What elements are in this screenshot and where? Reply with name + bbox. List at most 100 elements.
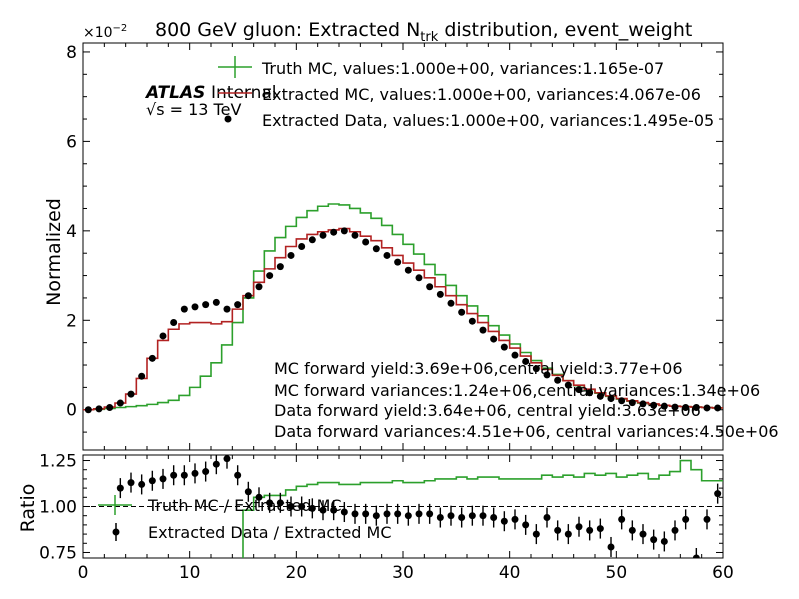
ratio-point-data-over-mc [287,503,295,510]
ratio-point-data-over-mc [490,514,498,522]
ratio-point-data-over-mc [586,526,594,534]
ratio-point-data-over-mc [351,510,359,518]
ratio-point-data-over-mc [671,526,679,534]
ratio-point-data-over-mc [436,514,444,522]
data-point-extracted-data [564,381,572,389]
legend-entry-extracted-mc: Extracted MC, values:1.000e+00, variance… [218,85,701,104]
data-point-extracted-data [607,395,615,403]
data-point-extracted-data [138,372,146,380]
data-point-extracted-data [244,292,252,300]
data-point-extracted-data [372,245,380,253]
ratio-point-data-over-mc [554,526,562,534]
ratio-point-data-over-mc [415,510,423,518]
data-point-extracted-data [415,274,423,282]
ratio-y-tick-label: 0.75 [39,543,77,563]
ratio-point-data-over-mc [682,515,690,523]
data-point-extracted-data [84,406,92,414]
data-point-extracted-data [180,305,188,313]
data-point-extracted-data [692,404,700,412]
data-point-extracted-data [404,266,412,274]
data-point-extracted-data [298,243,306,250]
data-point-extracted-data [522,357,530,365]
annotation-mc-variances: MC forward variances:1.24e+06,central va… [274,381,760,400]
ratio-point-data-over-mc [234,471,242,479]
ratio-point-data-over-mc [618,515,626,523]
x-tick-label: 60 [712,563,734,583]
ratio-point-data-over-mc [650,536,658,544]
x-tick-label: 50 [606,563,628,583]
data-point-extracted-data [351,231,359,239]
legend-label-truth-mc: Truth MC, values:1.000e+00, variances:1.… [261,59,664,78]
data-point-extracted-data [330,228,338,236]
main-y-tick-label: 6 [66,132,77,152]
annotation-data-yield: Data forward yield:3.64e+06, central yie… [274,401,701,420]
data-point-extracted-data [202,301,210,309]
ratio-point-data-over-mc [628,526,636,534]
data-point-extracted-data [394,258,402,266]
ratio-point-data-over-mc [372,512,380,520]
data-point-extracted-data [287,251,295,259]
main-x-axis [82,43,724,450]
data-point-extracted-data [543,371,551,379]
data-point-extracted-data [532,365,540,373]
ratio-point-data-over-mc [703,515,711,523]
chart-title: 800 GeV gluon: Extracted Ntrk distributi… [155,19,692,45]
data-point-extracted-data [703,404,711,412]
ratio-point-data-over-mc [138,480,146,488]
legend-label-extracted-data: Extracted Data, values:1.000e+00, varian… [262,111,714,130]
data-point-extracted-data [170,319,178,327]
data-point-extracted-data [116,399,124,407]
ratio-point-data-over-mc [340,508,348,516]
main-y-axis-label: Normalized [43,198,65,306]
data-point-extracted-data [340,227,348,235]
legend-entry-truth-mc: Truth MC, values:1.000e+00, variances:1.… [218,56,664,78]
ratio-point-data-over-mc [308,504,316,512]
ratio-point-data-over-mc [170,471,178,479]
data-point-extracted-data [596,392,604,400]
data-point-extracted-data [500,343,508,351]
data-point-extracted-data [308,236,316,244]
data-point-extracted-data [511,351,519,359]
main-y-tick-label: 2 [66,311,77,331]
ratio-point-data-over-mc [148,477,156,485]
legend-label-extracted-mc: Extracted MC, values:1.000e+00, variance… [262,85,701,104]
legend-entry-extracted-data: Extracted Data, values:1.000e+00, varian… [224,111,714,130]
ratio-point-data-over-mc [426,510,434,518]
data-point-extracted-data [447,299,455,307]
ratio-point-data-over-mc [127,479,135,487]
data-point-extracted-data [266,272,274,280]
data-point-extracted-data [660,402,668,410]
ratio-point-data-over-mc [319,506,327,514]
data-point-extracted-data [234,301,242,309]
ratio-y-tick-label: 1.00 [39,498,77,518]
data-point-extracted-data [458,308,466,316]
ratio-point-data-over-mc [522,521,530,529]
main-legend: Truth MC, values:1.000e+00, variances:1.… [218,56,714,130]
data-point-extracted-data [127,390,135,398]
data-point-extracted-data [650,401,658,409]
series-truth-mc [83,203,723,411]
ratio-point-data-over-mc [511,515,519,523]
data-point-extracted-data [639,400,647,408]
ratio-point-data-over-mc [479,512,487,520]
data-point-extracted-data [212,298,220,306]
ratio-point-data-over-mc [394,510,402,518]
ratio-y-tick-label: 1.25 [39,452,77,472]
data-point-extracted-data [586,389,594,397]
data-point-extracted-data [714,404,722,412]
ratio-point-data-over-mc [223,455,231,463]
ratio-point-data-over-mc [447,512,455,520]
data-point-extracted-data [255,283,263,291]
ratio-y-axis-label: Ratio [17,484,39,533]
ratio-point-data-over-mc [180,471,188,479]
x-tick-label: 20 [286,563,308,583]
data-point-extracted-data [223,305,231,313]
ratio-series-truth-over-mc [242,459,723,558]
ratio-point-data-over-mc [255,493,263,501]
ratio-point-data-over-mc [714,490,722,498]
data-point-extracted-data [362,238,370,246]
ratio-point-data-over-mc [500,517,508,525]
ratio-point-data-over-mc [212,460,220,468]
data-point-extracted-data [575,386,583,394]
ratio-point-data-over-mc [298,503,306,510]
